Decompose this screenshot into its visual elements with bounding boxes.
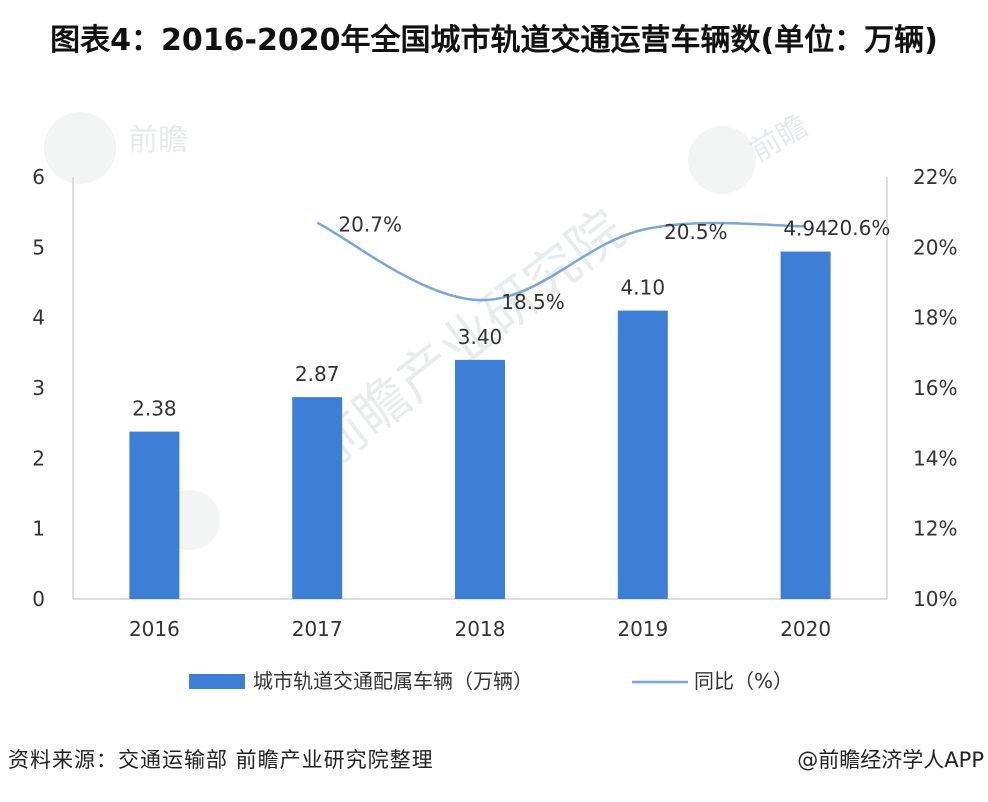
bar: [780, 251, 831, 599]
y-left-tick-label: 1: [32, 517, 45, 541]
y-left-tick-label: 2: [32, 446, 45, 470]
y-right-tick-label: 18%: [913, 306, 957, 330]
x-tick-label: 2017: [292, 617, 343, 641]
bar-value-label: 2.38: [132, 397, 177, 421]
y-left-tick-label: 5: [32, 235, 45, 259]
credit-note: @前瞻经济学人APP: [797, 748, 984, 772]
legend-bar-label: 城市轨道交通配属车辆（万辆）: [253, 669, 533, 693]
watermark-text-top-left: 前瞻: [128, 123, 188, 158]
x-tick-label: 2018: [455, 617, 506, 641]
bar: [129, 431, 180, 599]
y-right-tick-label: 10%: [913, 587, 957, 611]
y-right-tick-label: 14%: [913, 446, 957, 470]
y-left-tick-label: 4: [32, 306, 45, 330]
chart-title: 图表4：2016-2020年全国城市轨道交通运营车辆数(单位：万辆): [50, 23, 938, 58]
bar-value-label: 4.94: [783, 217, 828, 241]
y-right-tick-label: 22%: [913, 165, 957, 189]
line-value-label: 20.7%: [338, 213, 402, 237]
watermark-logo: [44, 112, 756, 550]
source-note: 资料来源：交通运输部 前瞻产业研究院整理: [8, 748, 434, 772]
bar: [617, 310, 668, 599]
x-tick-label: 2019: [617, 617, 668, 641]
legend: 城市轨道交通配属车辆（万辆） 同比（%）: [189, 669, 793, 693]
y-left-tick-label: 6: [32, 165, 45, 189]
legend-line-label: 同比（%）: [694, 669, 793, 693]
bar-value-label: 2.87: [295, 362, 340, 386]
legend-bar-swatch: [189, 674, 245, 689]
growth-line: [316, 221, 806, 302]
y-left-tick-label: 0: [32, 587, 45, 611]
y-left-tick-label: 3: [32, 376, 45, 400]
x-tick-label: 2016: [129, 617, 180, 641]
y-right-tick-label: 16%: [913, 376, 957, 400]
bar: [292, 397, 343, 599]
line-value-label: 20.5%: [664, 220, 728, 244]
x-tick-label: 2020: [780, 617, 831, 641]
line-value-label: 20.6%: [827, 216, 891, 240]
bar-value-label: 4.10: [621, 276, 666, 300]
y-right-tick-label: 12%: [913, 517, 957, 541]
line-value-label: 18.5%: [501, 290, 565, 314]
y-right-tick-label: 20%: [913, 235, 957, 259]
bar-value-label: 3.40: [458, 325, 503, 349]
bar: [455, 359, 505, 599]
